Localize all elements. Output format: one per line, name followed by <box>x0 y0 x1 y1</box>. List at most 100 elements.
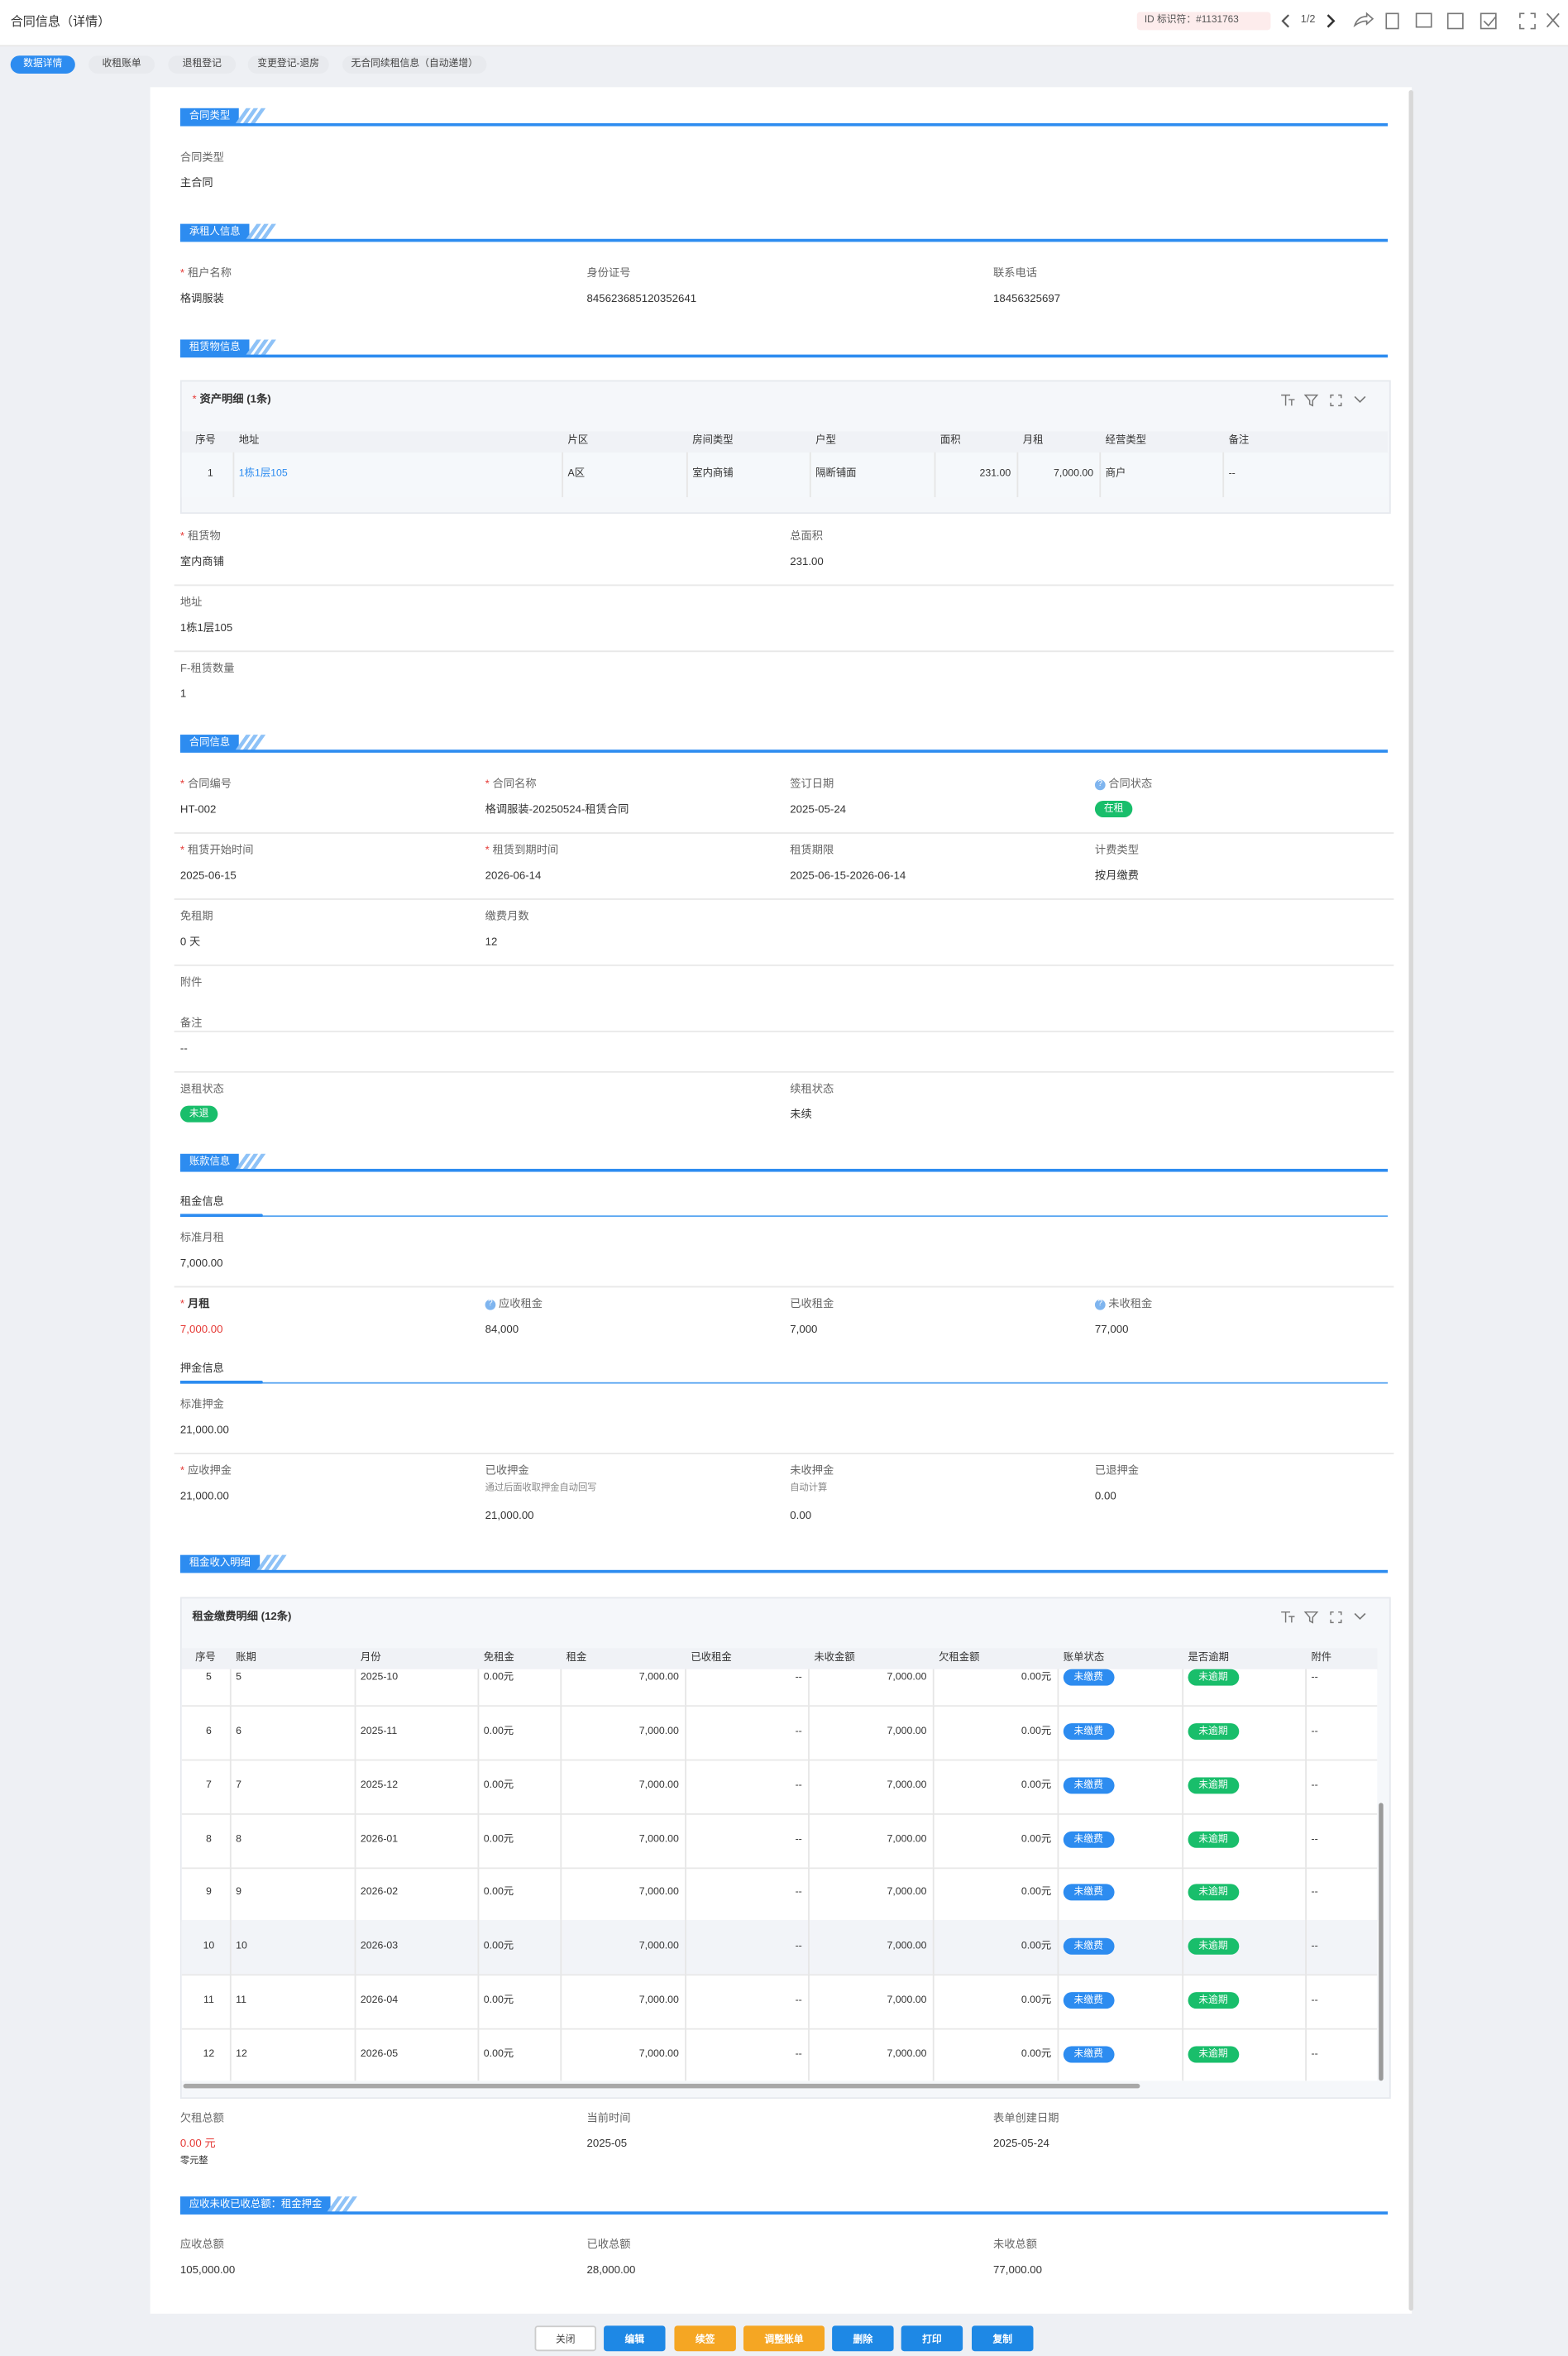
cell-divider <box>1305 1705 1307 1760</box>
table-hscroll[interactable] <box>183 2083 1140 2088</box>
action-button[interactable]: 复制 <box>972 2325 1034 2352</box>
cell-divider <box>354 1705 356 1760</box>
cell-divider <box>354 1866 356 1921</box>
table-cell: 7,000.00 <box>887 1726 927 1737</box>
field-label: 合同状态 <box>1108 776 1153 791</box>
table-cell: 0.00元 <box>1021 1779 1052 1791</box>
record-id: ID 标识符：#1131763 <box>1144 15 1239 26</box>
status-badge: 未缴费 <box>1063 1722 1114 1740</box>
field-hint: 自动计算 <box>790 1482 828 1494</box>
table-cell: -- <box>795 2049 802 2060</box>
field-value: 0.00 <box>790 1508 812 1522</box>
status-badge: 未逾期 <box>1188 1992 1239 2009</box>
field-value: 0 天 <box>179 934 201 948</box>
cell-divider <box>560 1812 562 1867</box>
field-label: 应收押金 <box>188 1463 232 1477</box>
field-value: 格调服装 <box>179 291 224 305</box>
tab[interactable]: 数据详情 <box>10 55 75 74</box>
action-button[interactable]: 删除 <box>832 2325 894 2352</box>
table-cell: 7,000.00 <box>638 1672 679 1683</box>
table-cell[interactable]: 1栋1层105 <box>238 468 288 480</box>
status-badge: 未缴费 <box>1063 1776 1114 1793</box>
table-cell: 未逾期 <box>1188 1776 1239 1795</box>
row-divider <box>181 1866 1378 1868</box>
cell-divider <box>1305 1920 1307 1975</box>
field-label: 续租状态 <box>790 1081 834 1095</box>
field-value: 2025-06-15 <box>179 868 237 883</box>
table-vscroll[interactable] <box>1379 1803 1383 2081</box>
action-button[interactable]: 续签 <box>674 2325 736 2352</box>
table-cell: 0.00元 <box>1021 1833 1052 1845</box>
cell-divider <box>354 1974 356 2028</box>
table-cell: -- <box>795 1833 802 1845</box>
table-tools[interactable] <box>1279 392 1370 407</box>
table-cell: 10 <box>203 1941 215 1952</box>
cell-divider <box>1057 1669 1059 1706</box>
cell-divider <box>1057 1705 1059 1760</box>
row-divider <box>174 832 1394 834</box>
cell-divider <box>932 1705 934 1760</box>
cell-divider <box>1305 1812 1307 1867</box>
cell-divider <box>1057 1974 1059 2028</box>
column-header: 序号 <box>195 435 216 447</box>
action-button[interactable]: 打印 <box>901 2325 963 2352</box>
column-header: 月份 <box>360 1652 381 1664</box>
page-scrollbar[interactable] <box>1408 89 1413 2311</box>
field-label: 已收总额 <box>586 2237 631 2251</box>
table-cell: -- <box>1311 1779 1318 1791</box>
column-header: 面积 <box>939 435 961 447</box>
cell-divider <box>685 1974 686 2028</box>
cell-divider <box>229 1705 231 1760</box>
status-badge: 未逾期 <box>1188 1938 1239 1956</box>
status-badge: 在租 <box>1094 800 1133 817</box>
action-button[interactable]: 关闭 <box>534 2325 596 2352</box>
table-cell: 7,000.00 <box>887 1672 927 1683</box>
column-header: 账期 <box>236 1652 256 1664</box>
field-label: 标准月租 <box>179 1230 224 1244</box>
table-cell: 未缴费 <box>1063 1722 1114 1741</box>
column-header: 附件 <box>1311 1652 1332 1664</box>
cell-divider <box>354 1669 356 1706</box>
column-header: 未收金额 <box>814 1652 855 1664</box>
cell-divider <box>1057 1759 1059 1813</box>
field-label: 已退押金 <box>1094 1463 1139 1477</box>
cell-divider <box>477 1759 479 1813</box>
table-cell: 商户 <box>1105 468 1126 480</box>
table-cell: 0.00元 <box>483 1887 514 1899</box>
subsection-line <box>179 1215 1389 1217</box>
tab[interactable]: 变更登记-退房 <box>247 55 329 74</box>
cell-divider <box>1305 1974 1307 2028</box>
table-tools[interactable] <box>1279 1609 1370 1624</box>
action-button[interactable]: 调整账单 <box>743 2325 825 2352</box>
table-cell: 0.00元 <box>483 1941 514 1952</box>
section-line <box>179 354 1389 357</box>
field-label: 附件 <box>179 974 203 989</box>
table-cell: -- <box>1311 1672 1318 1683</box>
column-header: 租金 <box>566 1652 587 1664</box>
row-divider <box>181 1812 1378 1814</box>
cell-divider <box>685 1920 686 1975</box>
field-value: 231.00 <box>790 554 824 568</box>
field-value: 21,000.00 <box>179 1488 229 1503</box>
toolbar-icons <box>1281 12 1560 30</box>
table-cell: 7,000.00 <box>887 1995 927 2006</box>
field-label: 应收租金 <box>498 1296 543 1310</box>
tab[interactable]: 无合同续租信息（自动递增） <box>342 55 487 74</box>
column-header: 经营类型 <box>1105 435 1147 447</box>
tab[interactable]: 收租账单 <box>88 55 155 74</box>
row-divider <box>181 1705 1378 1707</box>
field-value: 7,000 <box>790 1322 818 1336</box>
action-button[interactable]: 编辑 <box>604 2325 666 2352</box>
field-value: -- <box>179 1041 188 1055</box>
field-value: 7,000.00 <box>179 1256 223 1270</box>
row-divider <box>181 2028 1378 2029</box>
table-cell: 6 <box>236 1726 241 1737</box>
table-cell: 2025-12 <box>360 1779 399 1791</box>
cell-divider <box>229 1866 231 1921</box>
cell-divider <box>808 1669 809 1706</box>
table-cell: 7,000.00 <box>638 1726 679 1737</box>
tab[interactable]: 退租登记 <box>168 55 237 74</box>
field-label: 已收租金 <box>790 1296 834 1310</box>
status-badge: 未逾期 <box>1188 1722 1239 1740</box>
table-cell: 7,000.00 <box>887 1941 927 1952</box>
